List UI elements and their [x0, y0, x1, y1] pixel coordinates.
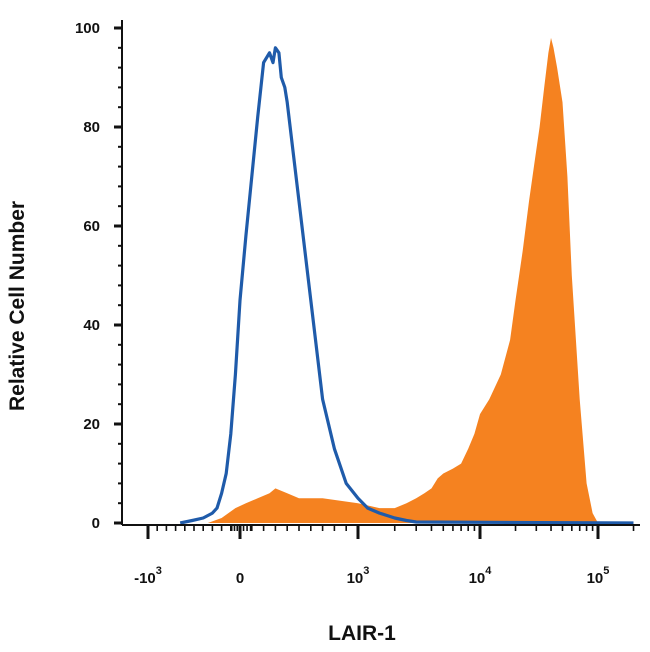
- y-tick-label: 80: [83, 119, 100, 136]
- y-tick-label: 100: [75, 20, 100, 37]
- histogram-outline-series: [179, 46, 634, 525]
- x-tick-label: 104: [469, 565, 493, 587]
- y-tick-label: 40: [83, 317, 100, 334]
- x-tick-label: 105: [587, 565, 610, 587]
- x-tick-label: 103: [347, 565, 370, 587]
- x-axis-title: LAIR-1: [328, 622, 396, 645]
- y-tick-label: 0: [92, 515, 100, 532]
- y-tick-label: 20: [83, 416, 100, 433]
- x-tick-label: -103: [134, 565, 162, 587]
- plot-area: [179, 37, 634, 525]
- x-axis-ticks: -103 0 103 104 105: [134, 525, 635, 587]
- x-tick-label: 0: [236, 570, 244, 587]
- y-tick-label: 60: [83, 218, 100, 235]
- y-axis-title: Relative Cell Number: [6, 201, 29, 411]
- histogram-filled-series: [207, 37, 599, 524]
- axes: [121, 20, 640, 526]
- y-axis-ticks: 0 20 40 60 80 100: [75, 20, 122, 532]
